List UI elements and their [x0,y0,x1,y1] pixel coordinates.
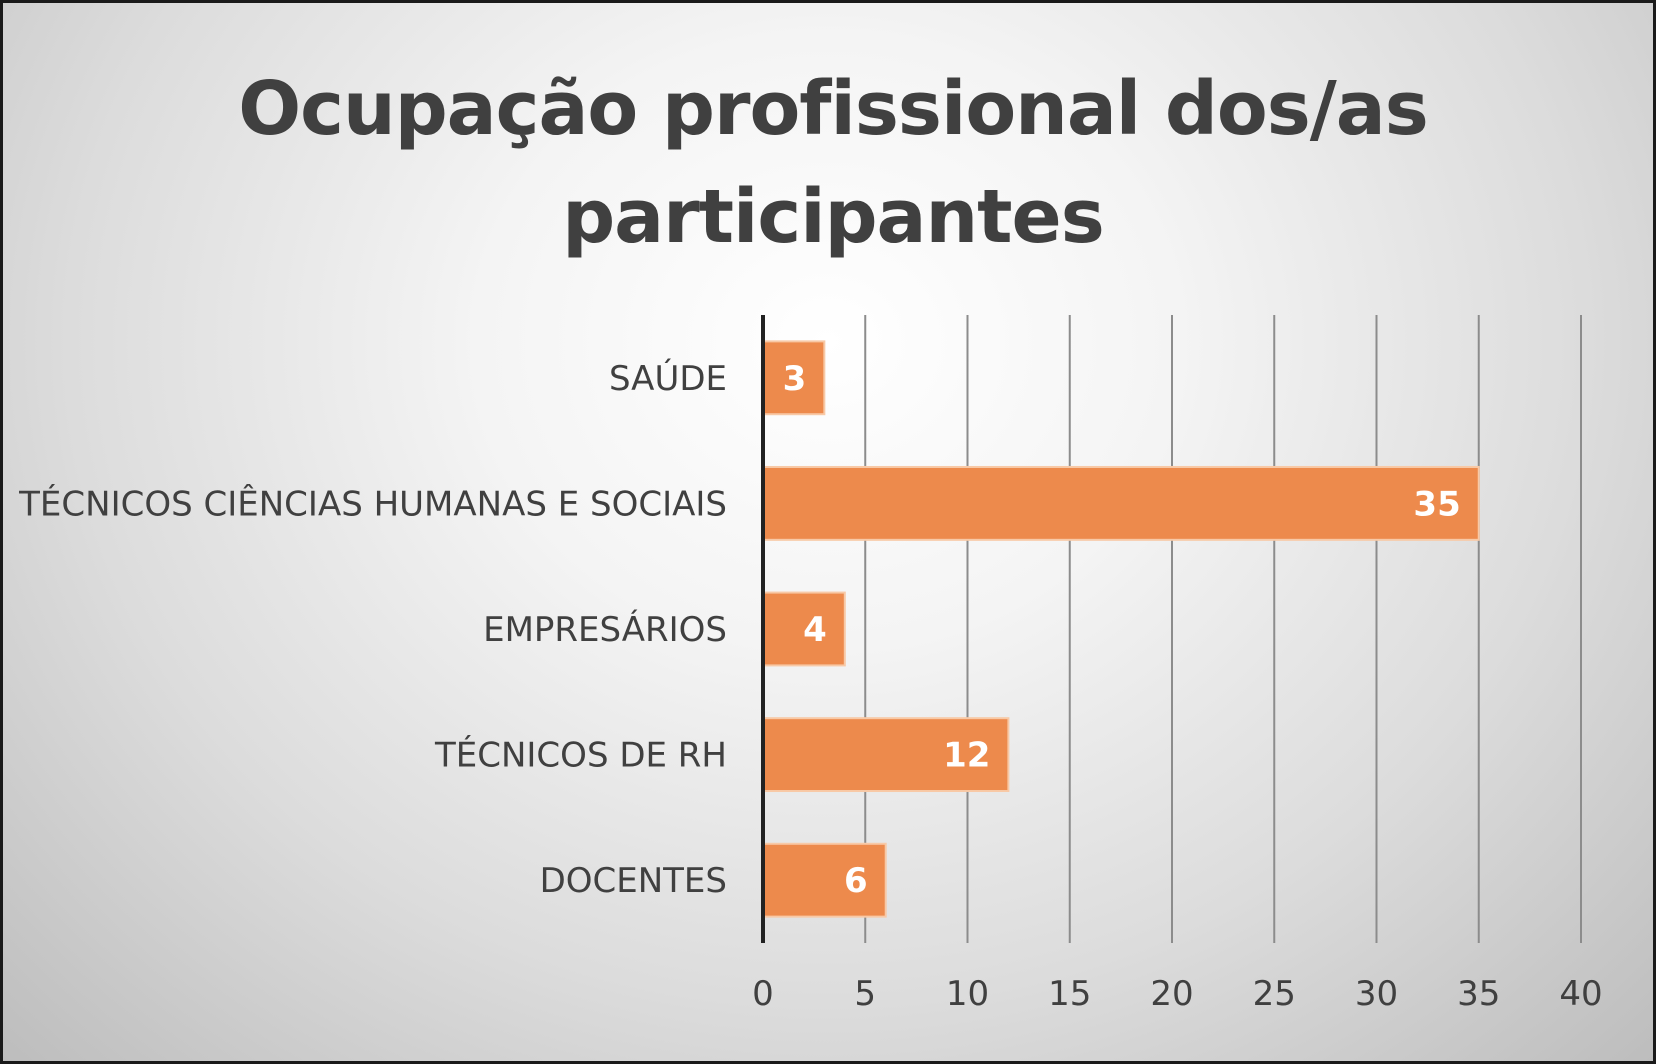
bar [762,717,1010,793]
x-tick-label: 10 [946,974,989,1014]
x-tick-label: 40 [1559,974,1602,1014]
category-label: SAÚDE [609,358,727,399]
gridlines [864,315,1582,943]
category-label: TÉCNICOS CIÊNCIAS HUMANAS E SOCIAIS [18,483,727,524]
bar [762,465,1480,541]
data-label: 12 [943,736,990,776]
x-tick-label: 25 [1253,974,1296,1014]
bars [762,340,1480,918]
x-tick-label: 30 [1355,974,1398,1014]
labels: 0 5 10 15 20 25 30 35 40 SAÚDE 3 TÉCNICOS CIÊNCIAS … [18,358,1602,1014]
x-tick-label: 20 [1150,974,1193,1014]
data-label: 4 [803,610,827,650]
chart-title: Ocupação profissional dos/as participant… [238,66,1429,260]
category-label: DOCENTES [540,861,727,901]
x-tick-label: 35 [1457,974,1500,1014]
data-label: 6 [844,861,868,901]
category-label: EMPRESÁRIOS [483,609,727,650]
data-label: 3 [783,359,807,399]
x-tick-label: 0 [752,974,774,1014]
category-label: TÉCNICOS DE RH [434,735,727,776]
x-tick-label: 5 [854,974,876,1014]
data-label: 35 [1413,484,1460,524]
bar [762,340,826,416]
bar-chart: 0 5 10 15 20 25 30 35 40 SAÚDE 3 TÉCNICOS CIÊNCIAS … [18,315,1603,1014]
x-tick-label: 15 [1048,974,1091,1014]
